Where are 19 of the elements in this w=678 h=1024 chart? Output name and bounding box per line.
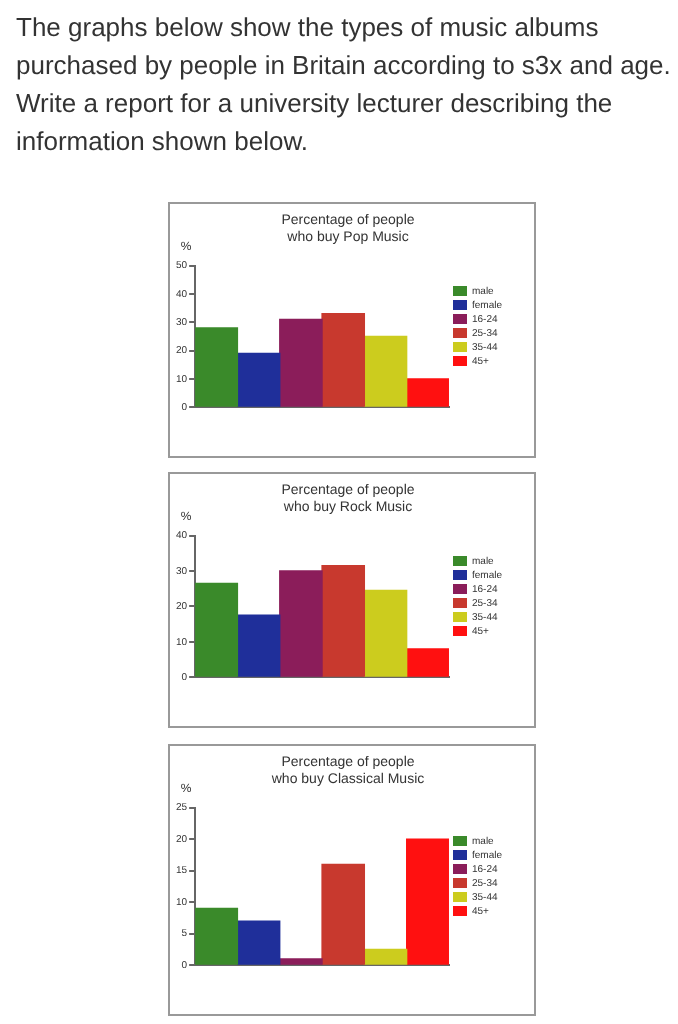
bar xyxy=(236,614,281,677)
bar xyxy=(321,863,366,965)
bar xyxy=(195,327,239,407)
bar xyxy=(279,318,323,407)
bar xyxy=(321,313,366,407)
bar xyxy=(236,352,281,407)
bar xyxy=(195,582,239,677)
bar xyxy=(363,589,408,677)
bar xyxy=(279,570,323,677)
bar xyxy=(279,958,323,965)
bar xyxy=(363,948,408,965)
bar xyxy=(406,648,449,677)
bar xyxy=(321,565,366,677)
bar xyxy=(236,920,281,965)
bar xyxy=(406,378,449,407)
bar xyxy=(363,335,408,407)
bar xyxy=(406,838,449,965)
bar xyxy=(195,907,239,965)
text: The graphs below show the types of music albums purchased by people in Britain according to s3x and age. Write a report for a university lecturer describing the information shown below. xyxy=(16,10,672,160)
